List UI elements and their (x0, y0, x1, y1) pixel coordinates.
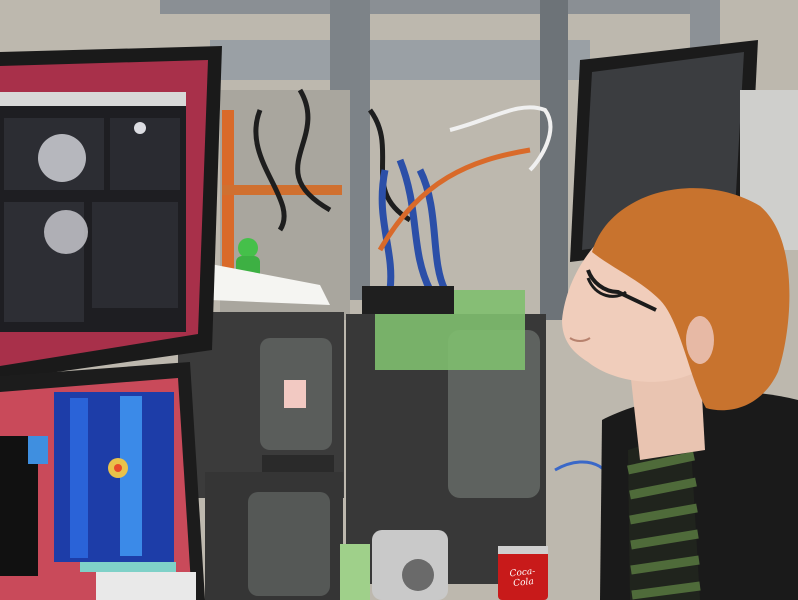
white-cable (449, 105, 553, 172)
star-field-panel-4 (92, 202, 178, 308)
cola-can-top (498, 546, 548, 554)
viewer-toolbar (0, 92, 186, 106)
diffraction-core (114, 464, 122, 472)
glasses-lens (586, 277, 627, 298)
paper-stack (200, 262, 330, 305)
pink-sticker (284, 380, 306, 408)
rack-top-bar (160, 0, 720, 14)
cola-can (498, 546, 548, 600)
mouth (569, 337, 591, 342)
blue-cables (378, 158, 449, 292)
rack-upright-mid (540, 0, 568, 320)
black-box-on-crt (362, 286, 454, 314)
orange-cable (377, 147, 531, 252)
hair (592, 188, 790, 411)
table-area (96, 572, 196, 600)
shirt-stripes (627, 451, 701, 600)
crt-monitor-center-screen (448, 330, 540, 498)
detector-band-1 (70, 398, 88, 558)
orange-frame-bar (222, 185, 342, 195)
ear (686, 316, 714, 364)
blue-square (28, 436, 48, 464)
bright-star-2 (44, 210, 88, 254)
green-object (340, 544, 370, 600)
black-cables (253, 88, 412, 232)
color-bar (80, 562, 176, 572)
webcam-lens (402, 559, 434, 591)
neck (630, 360, 705, 460)
bright-star-1 (38, 134, 86, 182)
glasses (586, 269, 657, 312)
small-star (134, 122, 146, 134)
rack-shelf (210, 40, 590, 80)
green-toy-head (238, 238, 258, 258)
detector-band-2 (120, 396, 142, 556)
crt-monitor-bottom-screen (248, 492, 330, 596)
